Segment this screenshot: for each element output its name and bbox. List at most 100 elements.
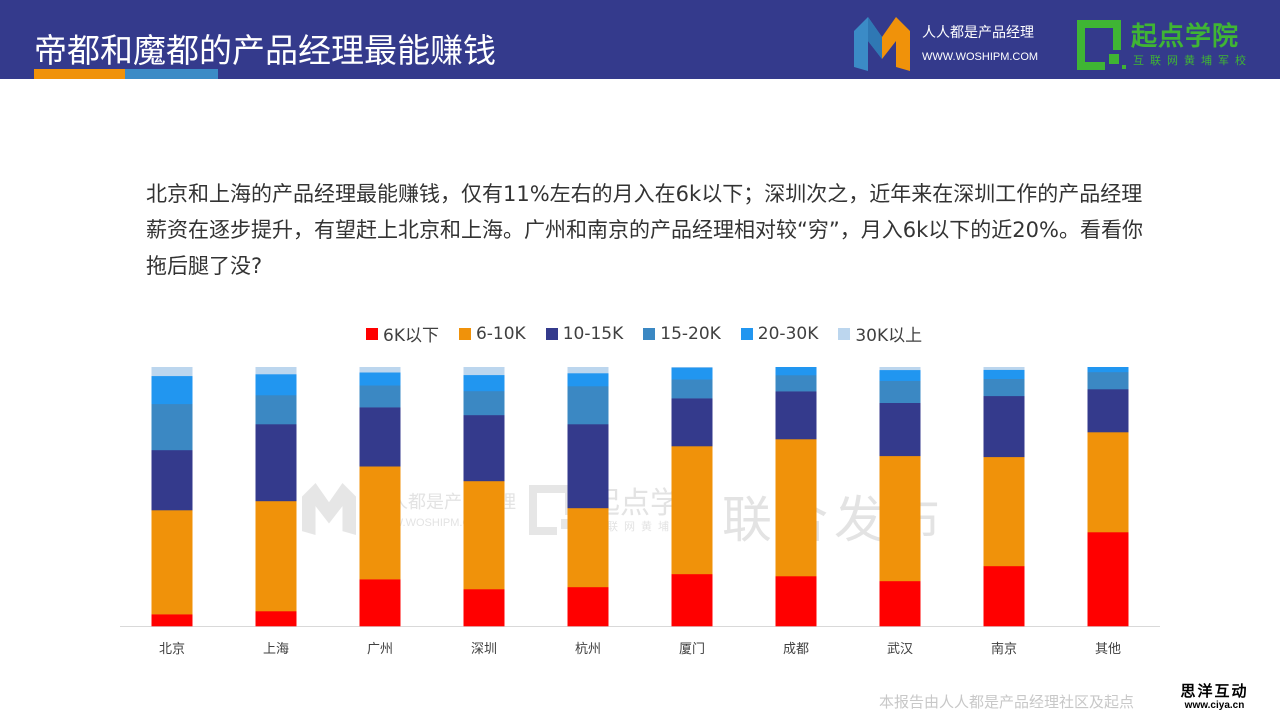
bar-segment (567, 424, 609, 509)
chart-legend: 6K以下 6-10K 10-15K 15-20K 20-30K 30K以上 (366, 321, 942, 346)
page-title: 帝都和魔都的产品经理最能赚钱 (34, 31, 496, 70)
legend-label: 20-30K (757, 323, 819, 344)
header-bar: 帝都和魔都的产品经理最能赚钱 人人都是产品经理 WWW.WOSHIPM.COM … (0, 0, 1280, 79)
woshipm-logo-icon (854, 17, 910, 71)
bar-segment (255, 424, 297, 502)
bar-segment (879, 367, 921, 371)
bar-segment (1087, 367, 1129, 373)
bar-segment (255, 374, 297, 396)
legend-label: 6-10K (475, 323, 526, 344)
bar-segment (567, 385, 609, 425)
bar-segment (359, 466, 401, 580)
footer-note: 本报告由人人都是产品经理社区及起点 (879, 693, 1135, 711)
bar-segment (151, 510, 193, 615)
bar-segment (879, 380, 921, 403)
ciya-watermark: 思洋互动 www.ciya.cn (1172, 683, 1257, 712)
bar-segment (775, 439, 817, 577)
legend-swatch (458, 327, 471, 340)
bar-segment (151, 403, 193, 451)
bar-segment (567, 367, 609, 374)
bar-segment (567, 586, 609, 627)
x-tick-label: 杭州 (575, 642, 601, 657)
bar-segment (775, 391, 817, 440)
bar-segment (463, 589, 505, 627)
bar-segment (255, 500, 297, 612)
legend-swatch (838, 327, 851, 340)
bar-segment (879, 402, 921, 457)
legend-label: 30K以上 (855, 326, 923, 346)
bar-segment (1087, 532, 1129, 627)
watermark-m-logo-icon (302, 483, 356, 535)
bar-segment (359, 579, 401, 627)
bar-segment (671, 573, 713, 627)
x-tick-label: 深圳 (471, 642, 497, 657)
legend-label: 10-15K (562, 323, 624, 344)
legend-label: 6K以下 (383, 326, 439, 346)
bar-segment (1087, 371, 1129, 390)
legend-item: 15-20K (643, 321, 721, 346)
legend-item: 6K以下 (366, 321, 439, 346)
bar-segment (463, 367, 505, 376)
legend-item: 6-10K (458, 321, 526, 346)
x-tick-label: 北京 (159, 642, 185, 657)
bar-segment (359, 385, 401, 408)
watermark-brand-url: WWW.WOSHIPM.COM (372, 517, 489, 529)
bar-segment (775, 576, 817, 627)
x-tick-label: 厦门 (679, 642, 705, 657)
bar-segment (463, 481, 505, 590)
bar-segment (983, 456, 1025, 567)
bar-segment (671, 379, 713, 399)
bar-segment (671, 367, 713, 368)
bar-segment (359, 407, 401, 467)
bar-segment (671, 446, 713, 575)
legend-swatch (545, 327, 558, 340)
title-underline-blue (125, 69, 218, 79)
legend-item: 30K以上 (838, 321, 922, 346)
bar-segment (151, 449, 193, 511)
bar-segment (983, 565, 1025, 627)
bar-segment (775, 367, 817, 376)
bar-segment (1087, 432, 1129, 533)
title-underline-orange (34, 69, 158, 79)
bar-segment (775, 375, 817, 392)
x-tick-label: 武汉 (887, 642, 913, 657)
brand-name: 人人都是产品经理 (922, 25, 1034, 41)
bar-segment (359, 372, 401, 386)
brand-url: WWW.WOSHIPM.COM (922, 51, 1039, 63)
bar-segment (463, 390, 505, 416)
bar-segment (879, 369, 921, 381)
bar-segment (255, 611, 297, 627)
ciya-name: 思洋互动 (1180, 682, 1249, 700)
bar-segment (567, 373, 609, 387)
bar-segment (1087, 389, 1129, 433)
x-tick-label: 南京 (991, 641, 1017, 657)
bar-segment (255, 395, 297, 425)
legend-swatch (740, 327, 753, 340)
bar-segment (671, 367, 713, 380)
bar-segment (151, 367, 193, 377)
bar-segment (983, 378, 1025, 397)
ciya-url: www.ciya.cn (1184, 700, 1245, 711)
bar-segment (463, 414, 505, 482)
bar-segment (671, 398, 713, 447)
x-tick-label: 其他 (1095, 642, 1121, 657)
legend-swatch (643, 327, 656, 340)
bar-segment (463, 374, 505, 392)
bar-segment (983, 369, 1025, 379)
qidian-logo-icon (1077, 20, 1126, 70)
x-tick-label: 上海 (263, 642, 289, 657)
legend-label: 15-20K (660, 323, 721, 344)
bar-segment (151, 614, 193, 627)
bar-segment (879, 455, 921, 582)
legend-swatch (366, 327, 378, 340)
x-tick-label: 广州 (367, 642, 393, 657)
x-tick-label: 成都 (783, 642, 809, 657)
legend-item: 20-30K (740, 321, 819, 346)
bar-segment (983, 367, 1025, 370)
school-slogan: 互联网黄埔军校 (1133, 54, 1252, 67)
school-name: 起点学院 (1131, 22, 1240, 52)
bar-segment (567, 507, 609, 588)
legend-item: 10-15K (545, 321, 624, 346)
bar-segment (255, 367, 297, 375)
